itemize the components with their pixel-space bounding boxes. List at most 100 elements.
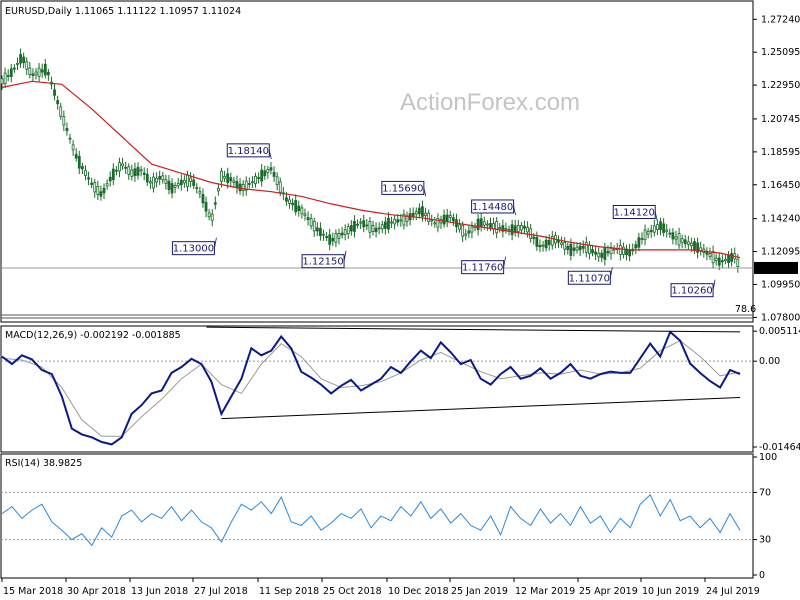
candle-body <box>68 137 72 140</box>
price-ytick-label: 1.18595 <box>761 147 800 158</box>
candle-body <box>356 223 359 226</box>
candle-body <box>340 232 344 236</box>
candle-body <box>96 186 100 196</box>
candle-body <box>717 257 721 266</box>
candle-body <box>387 217 390 230</box>
candle-body <box>269 167 273 171</box>
candle-body <box>708 253 712 257</box>
candle-body <box>121 163 124 167</box>
candle-body <box>421 206 424 217</box>
candle-body <box>59 106 63 117</box>
candle-body <box>192 179 196 186</box>
price-ytick-label: 1.20745 <box>761 114 800 125</box>
candle-body <box>46 71 50 76</box>
candle-body <box>315 227 319 232</box>
candle-body <box>170 183 174 194</box>
price-label-connector <box>503 256 507 268</box>
candle-body <box>510 224 514 236</box>
candle-body <box>464 233 468 236</box>
moving-average-line <box>1 80 741 259</box>
candle-body <box>495 221 499 234</box>
candle-body <box>152 176 155 189</box>
candle-body <box>34 71 38 76</box>
x-tick-label: 10 Jun 2019 <box>642 586 699 597</box>
price-label-text: 1.15690 <box>382 183 423 194</box>
candle-body <box>640 238 644 240</box>
candle-body <box>226 173 230 184</box>
candle-body <box>136 166 140 176</box>
candle-body <box>229 177 233 182</box>
candle-body <box>223 176 226 179</box>
candle-body <box>167 180 171 191</box>
candle-body <box>677 233 681 246</box>
x-tick-label: 25 Oct 2018 <box>323 586 382 597</box>
candle-body <box>105 183 109 187</box>
candle-body <box>547 239 551 246</box>
candle-body <box>485 223 489 226</box>
rsi-line <box>1 493 741 547</box>
candle-body <box>390 221 393 224</box>
candle-body <box>628 249 631 257</box>
candle-body <box>516 225 520 232</box>
candle-body <box>40 69 44 73</box>
candle-body <box>285 197 288 202</box>
candle-body <box>711 251 715 264</box>
current-price-label: 1.11024 <box>758 263 797 274</box>
candle-body <box>359 221 363 224</box>
candle-body <box>300 207 304 215</box>
candle-body <box>458 224 461 230</box>
candle-body <box>560 242 563 245</box>
candle-body <box>204 201 208 212</box>
candle-body <box>436 218 440 228</box>
x-tick-label: 15 Mar 2018 <box>3 586 63 597</box>
candle-body <box>272 171 276 177</box>
candle-body <box>557 240 560 243</box>
rsi-ytick-label: 0 <box>759 570 765 581</box>
candle-body <box>155 177 158 183</box>
price-label-connector <box>712 279 716 291</box>
x-tick-label: 25 Apr 2019 <box>579 586 638 597</box>
price-ytick-label: 1.12095 <box>761 247 800 258</box>
rsi-ytick-label: 30 <box>759 535 771 546</box>
candle-body <box>362 220 366 228</box>
x-tick-label: 11 Sep 2018 <box>259 586 319 597</box>
candle-body <box>411 212 415 217</box>
candle-body <box>108 176 112 182</box>
candle-body <box>671 232 675 240</box>
candle-body <box>346 226 350 235</box>
candle-body <box>467 230 471 234</box>
candle-body <box>6 75 10 77</box>
candle-body <box>433 222 437 225</box>
candle-body <box>319 227 322 237</box>
candle-body <box>235 181 239 189</box>
candle-body <box>176 183 180 186</box>
candle-body <box>99 191 103 197</box>
candle-body <box>251 181 254 184</box>
macd-resistance-trendline <box>206 326 741 333</box>
candle-body <box>25 61 29 70</box>
candle-body <box>148 181 152 184</box>
candle-body <box>334 232 338 243</box>
candle-body <box>417 207 421 215</box>
rsi-ytick-label: 70 <box>759 487 771 498</box>
x-tick-label: 13 Jun 2018 <box>131 586 188 597</box>
candle-body <box>374 227 378 233</box>
candle-body <box>646 231 650 235</box>
price-label-connector <box>343 250 347 262</box>
candle-body <box>254 175 257 184</box>
candle-body <box>501 225 505 232</box>
candle-body <box>186 174 189 187</box>
candle-body <box>634 244 638 249</box>
macd-pane: MACD(12,26,9) -0.002192 -0.001885 0.00511… <box>0 325 800 453</box>
x-tick-label: 25 Jan 2019 <box>451 586 508 597</box>
candle-body <box>699 247 703 252</box>
candle-body <box>93 182 97 193</box>
candle-body <box>603 247 607 260</box>
candle-body <box>12 67 16 70</box>
price-label-connector <box>423 187 427 197</box>
candle-body <box>183 179 186 184</box>
candle-body <box>133 168 137 177</box>
candle-body <box>371 224 375 232</box>
x-tick-label: 12 Mar 2019 <box>515 586 575 597</box>
x-tick-label: 30 Apr 2018 <box>67 586 126 597</box>
